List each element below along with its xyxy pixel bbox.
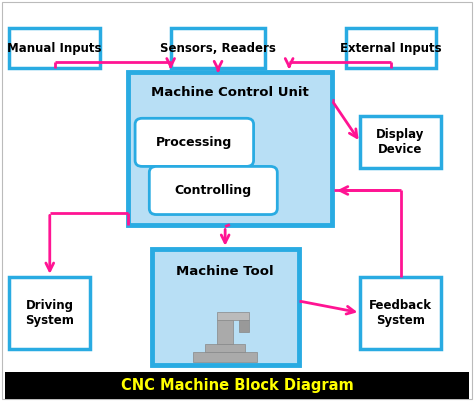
Text: Feedback
System: Feedback System (369, 299, 432, 327)
FancyBboxPatch shape (217, 320, 233, 344)
FancyBboxPatch shape (205, 344, 246, 352)
Text: Machine Tool: Machine Tool (176, 265, 274, 277)
Text: Sensors, Readers: Sensors, Readers (160, 42, 276, 55)
FancyBboxPatch shape (9, 277, 90, 349)
Text: External Inputs: External Inputs (340, 42, 442, 55)
FancyBboxPatch shape (360, 116, 441, 168)
Text: Display
Device: Display Device (376, 128, 425, 156)
Text: Processing: Processing (156, 136, 232, 149)
FancyBboxPatch shape (193, 352, 257, 362)
Text: Driving
System: Driving System (25, 299, 74, 327)
Text: CNC Machine Block Diagram: CNC Machine Block Diagram (120, 378, 354, 393)
FancyBboxPatch shape (149, 166, 277, 215)
FancyBboxPatch shape (135, 118, 254, 166)
Text: Machine Control Unit: Machine Control Unit (151, 86, 309, 99)
FancyBboxPatch shape (128, 72, 332, 225)
FancyBboxPatch shape (171, 28, 265, 68)
FancyBboxPatch shape (360, 277, 441, 349)
FancyBboxPatch shape (9, 28, 100, 68)
Text: Controlling: Controlling (175, 184, 252, 197)
FancyBboxPatch shape (239, 320, 249, 332)
Text: Manual Inputs: Manual Inputs (7, 42, 102, 55)
FancyBboxPatch shape (152, 249, 299, 365)
FancyBboxPatch shape (217, 312, 249, 320)
FancyBboxPatch shape (346, 28, 436, 68)
FancyBboxPatch shape (5, 372, 469, 399)
